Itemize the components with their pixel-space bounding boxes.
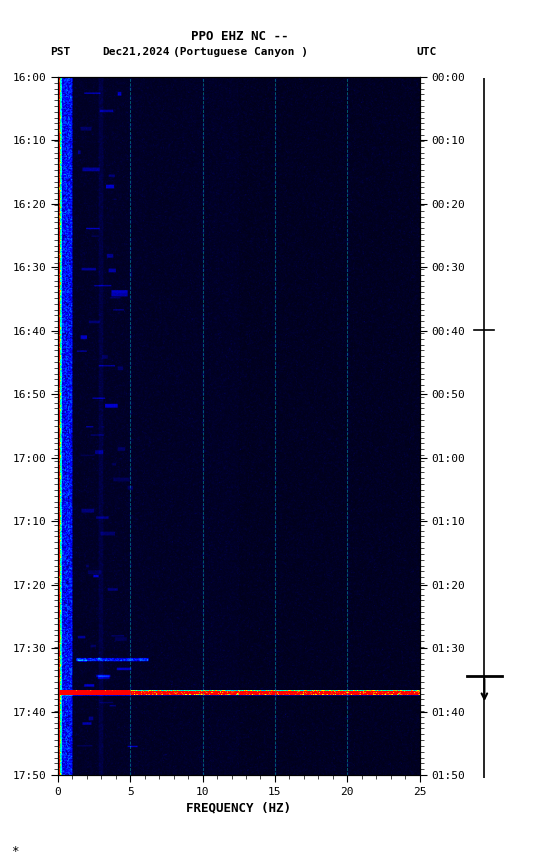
Text: *: * xyxy=(11,845,19,858)
Text: (Portuguese Canyon ): (Portuguese Canyon ) xyxy=(173,47,307,57)
Text: Dec21,2024: Dec21,2024 xyxy=(102,47,169,57)
Text: PPO EHZ NC --: PPO EHZ NC -- xyxy=(192,29,289,43)
Text: PST: PST xyxy=(50,47,70,57)
Text: UTC: UTC xyxy=(417,47,437,57)
X-axis label: FREQUENCY (HZ): FREQUENCY (HZ) xyxy=(186,801,291,814)
